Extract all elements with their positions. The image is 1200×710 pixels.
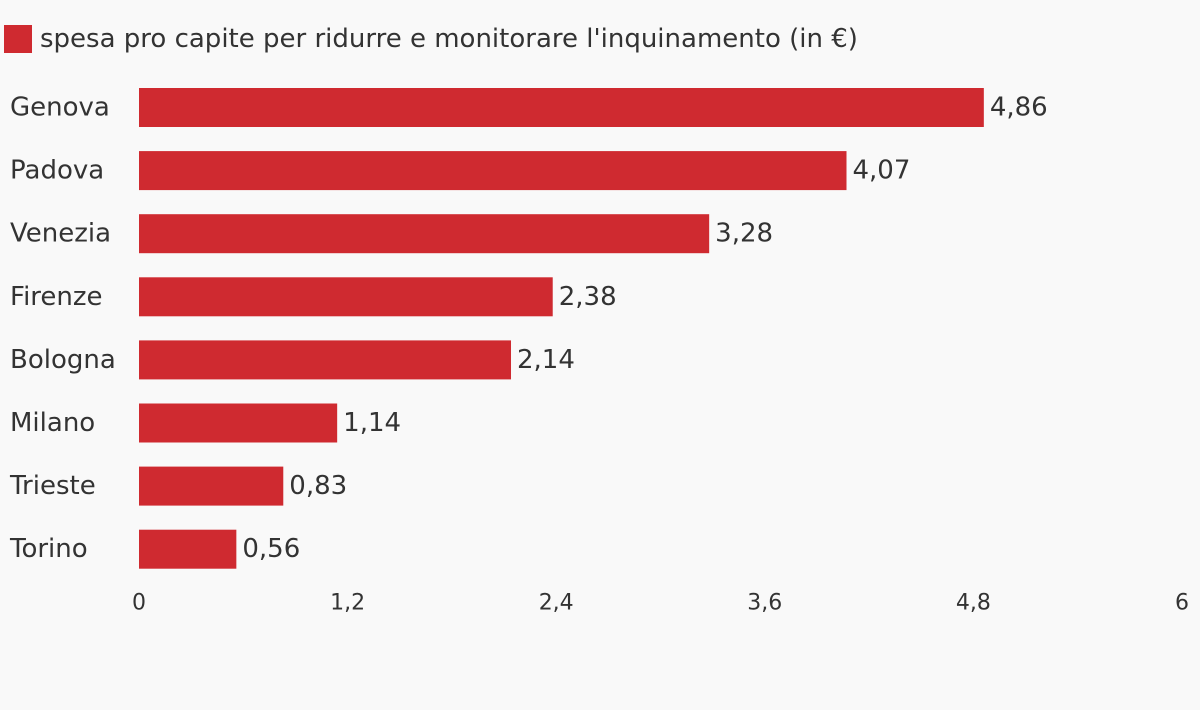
- value-label-firenze: 2,38: [559, 282, 617, 312]
- category-label-genova: Genova: [10, 93, 110, 123]
- category-label-bologna: Bologna: [10, 345, 116, 375]
- x-tick-label: 2,4: [539, 591, 574, 616]
- bar-trieste: [139, 466, 284, 506]
- x-tick-label: 4,8: [956, 591, 991, 616]
- x-axis: 0 1,2 2,4 3,6 4,8 6: [132, 591, 1189, 616]
- legend-swatch: [4, 25, 32, 53]
- bar-genova: [139, 88, 984, 127]
- x-tick-label: 3,6: [747, 591, 782, 616]
- value-label-bologna: 2,14: [517, 345, 575, 375]
- bars: [139, 88, 984, 569]
- bar-padova: [139, 151, 847, 191]
- legend: spesa pro capite per ridurre e monitorar…: [4, 24, 858, 54]
- category-label-torino: Torino: [9, 534, 88, 564]
- category-label-venezia: Venezia: [10, 219, 111, 249]
- bar-firenze: [139, 277, 553, 317]
- bar-bologna: [139, 340, 512, 380]
- value-label-milano: 1,14: [343, 408, 401, 438]
- category-label-padova: Padova: [10, 156, 104, 186]
- value-label-torino: 0,56: [242, 534, 300, 564]
- x-tick-label: 6: [1175, 591, 1189, 616]
- bar-milano: [139, 403, 338, 443]
- category-label-milano: Milano: [10, 408, 95, 438]
- value-label-trieste: 0,83: [289, 471, 347, 501]
- value-labels: 4,86 4,07 3,28 2,38 2,14 1,14 0,83 0,56: [242, 93, 1047, 565]
- x-tick-label: 0: [132, 591, 146, 616]
- bar-venezia: [139, 214, 710, 254]
- value-label-genova: 4,86: [990, 93, 1048, 123]
- category-labels: Genova Padova Venezia Firenze Bologna Milano T…: [9, 93, 116, 565]
- value-label-padova: 4,07: [853, 156, 911, 186]
- x-tick-label: 1,2: [330, 591, 365, 616]
- category-label-trieste: Trieste: [9, 471, 96, 501]
- value-label-venezia: 3,28: [715, 219, 773, 249]
- legend-label: spesa pro capite per ridurre e monitorar…: [40, 24, 858, 54]
- bar-torino: [139, 529, 237, 569]
- category-label-firenze: Firenze: [10, 282, 103, 312]
